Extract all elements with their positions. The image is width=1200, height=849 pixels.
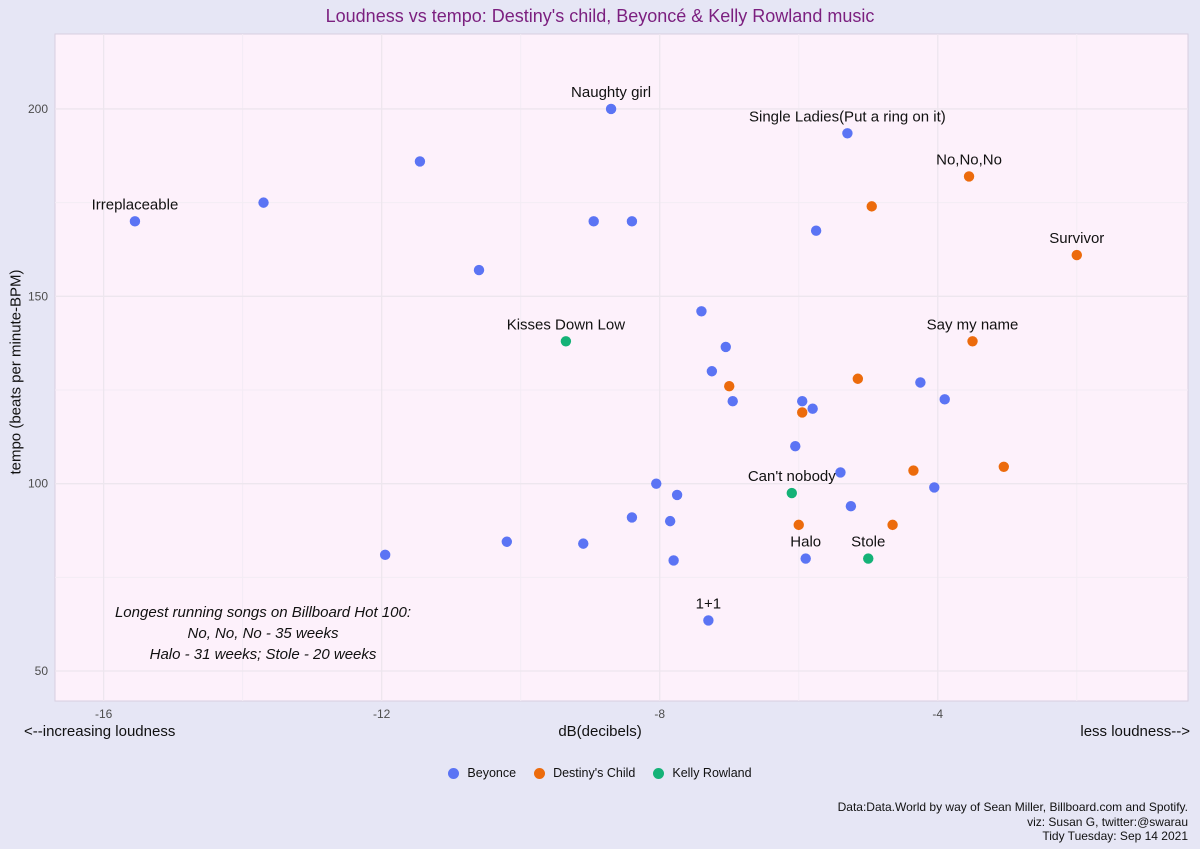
data-point	[939, 394, 950, 405]
data-point	[706, 366, 718, 377]
chart-title: Loudness vs tempo: Destiny's child, Beyo…	[325, 6, 875, 26]
y-axis-label: tempo (beats per minute-BPM)	[7, 269, 25, 475]
y-tick-label: 100	[28, 477, 48, 491]
data-point	[501, 536, 513, 547]
caption-line: Tidy Tuesday: Sep 14 2021	[1042, 829, 1188, 843]
legend-item-beyonce: Beyonce	[448, 766, 516, 780]
data-point	[842, 128, 853, 139]
legend-item-destinys-child: Destiny's Child	[534, 766, 635, 780]
legend-item-kelly-rowland: Kelly Rowland	[653, 766, 752, 780]
x-axis-label: dB(decibels)	[558, 723, 642, 740]
point-label: Kisses Down Low	[507, 316, 626, 333]
x-tick-label: -8	[654, 707, 665, 721]
legend-dot-icon	[534, 767, 546, 779]
point-label: Halo	[790, 534, 821, 551]
x-tick-label: -4	[932, 707, 943, 721]
note-line: Halo - 31 weeks; Stole - 20 weeks	[149, 646, 377, 663]
legend-label: Beyonce	[467, 766, 517, 780]
data-point	[866, 201, 877, 212]
data-point	[967, 336, 978, 347]
data-point	[793, 519, 804, 531]
point-label: No,No,No	[936, 151, 1002, 168]
note-line: No, No, No - 35 weeks	[187, 625, 339, 642]
point-label: Say my name	[927, 316, 1019, 333]
data-point	[810, 225, 822, 236]
data-point	[664, 515, 676, 527]
caption-line: viz: Susan G, twitter:@swarau	[1027, 814, 1188, 829]
data-point	[626, 512, 638, 523]
data-point	[703, 615, 714, 626]
point-label: Naughty girl	[571, 84, 651, 101]
note-line: Longest running songs on Billboard Hot 1…	[114, 604, 412, 621]
legend-dot-icon	[653, 767, 665, 779]
data-point	[790, 440, 801, 452]
point-label: Irreplaceable	[92, 196, 179, 213]
data-point	[998, 461, 1010, 473]
legend-label: Kelly Rowland	[672, 766, 752, 780]
data-point	[560, 336, 572, 347]
caption-line: Data:Data.World by way of Sean Miller, B…	[837, 800, 1188, 814]
data-point	[807, 403, 818, 414]
data-point	[929, 482, 940, 493]
legend: Beyonce Destiny's Child Kelly Rowland	[0, 766, 1200, 780]
data-point	[129, 216, 141, 227]
data-point	[863, 553, 874, 564]
point-label: Stole	[851, 534, 885, 551]
x-note-left: <--increasing loudness	[24, 723, 176, 740]
source-caption: Data:Data.World by way of Sean Miller, B…	[838, 800, 1188, 844]
data-point	[578, 538, 589, 549]
data-point	[671, 489, 683, 501]
data-point	[696, 306, 707, 317]
legend-label: Destiny's Child	[553, 766, 636, 780]
point-label: Single Ladies(Put a ring on it)	[749, 108, 946, 125]
y-tick-label: 200	[28, 102, 48, 116]
data-point	[258, 197, 269, 208]
data-point	[887, 519, 898, 531]
x-note-right: less loudness-->	[1080, 723, 1190, 740]
y-tick-label: 150	[28, 289, 48, 303]
data-point	[651, 478, 662, 489]
data-point	[414, 156, 426, 167]
point-label: Can't nobody	[748, 468, 836, 485]
data-point	[915, 377, 926, 388]
data-point	[852, 373, 864, 384]
data-point	[668, 555, 679, 566]
data-point	[626, 216, 638, 227]
data-point	[727, 396, 738, 407]
point-label: 1+1	[696, 595, 721, 612]
point-label: Survivor	[1049, 230, 1104, 247]
data-point	[835, 467, 846, 478]
data-point	[720, 341, 731, 353]
plot-panel	[54, 33, 1189, 702]
data-point	[800, 553, 811, 564]
data-point	[473, 264, 485, 276]
legend-dot-icon	[448, 767, 460, 779]
y-tick-label: 50	[35, 664, 49, 678]
data-point	[1071, 249, 1082, 261]
data-point	[797, 396, 808, 407]
annotation-note: Longest running songs on Billboard Hot 1…	[103, 602, 423, 665]
data-point	[379, 549, 391, 561]
data-point	[605, 103, 617, 115]
data-point	[724, 381, 735, 392]
data-point	[908, 465, 919, 476]
data-point	[845, 500, 857, 512]
data-point	[588, 216, 599, 227]
data-point	[786, 487, 797, 499]
x-tick-label: -12	[373, 707, 391, 721]
data-point	[797, 407, 808, 418]
x-tick-label: -16	[95, 707, 113, 721]
data-point	[963, 171, 975, 182]
